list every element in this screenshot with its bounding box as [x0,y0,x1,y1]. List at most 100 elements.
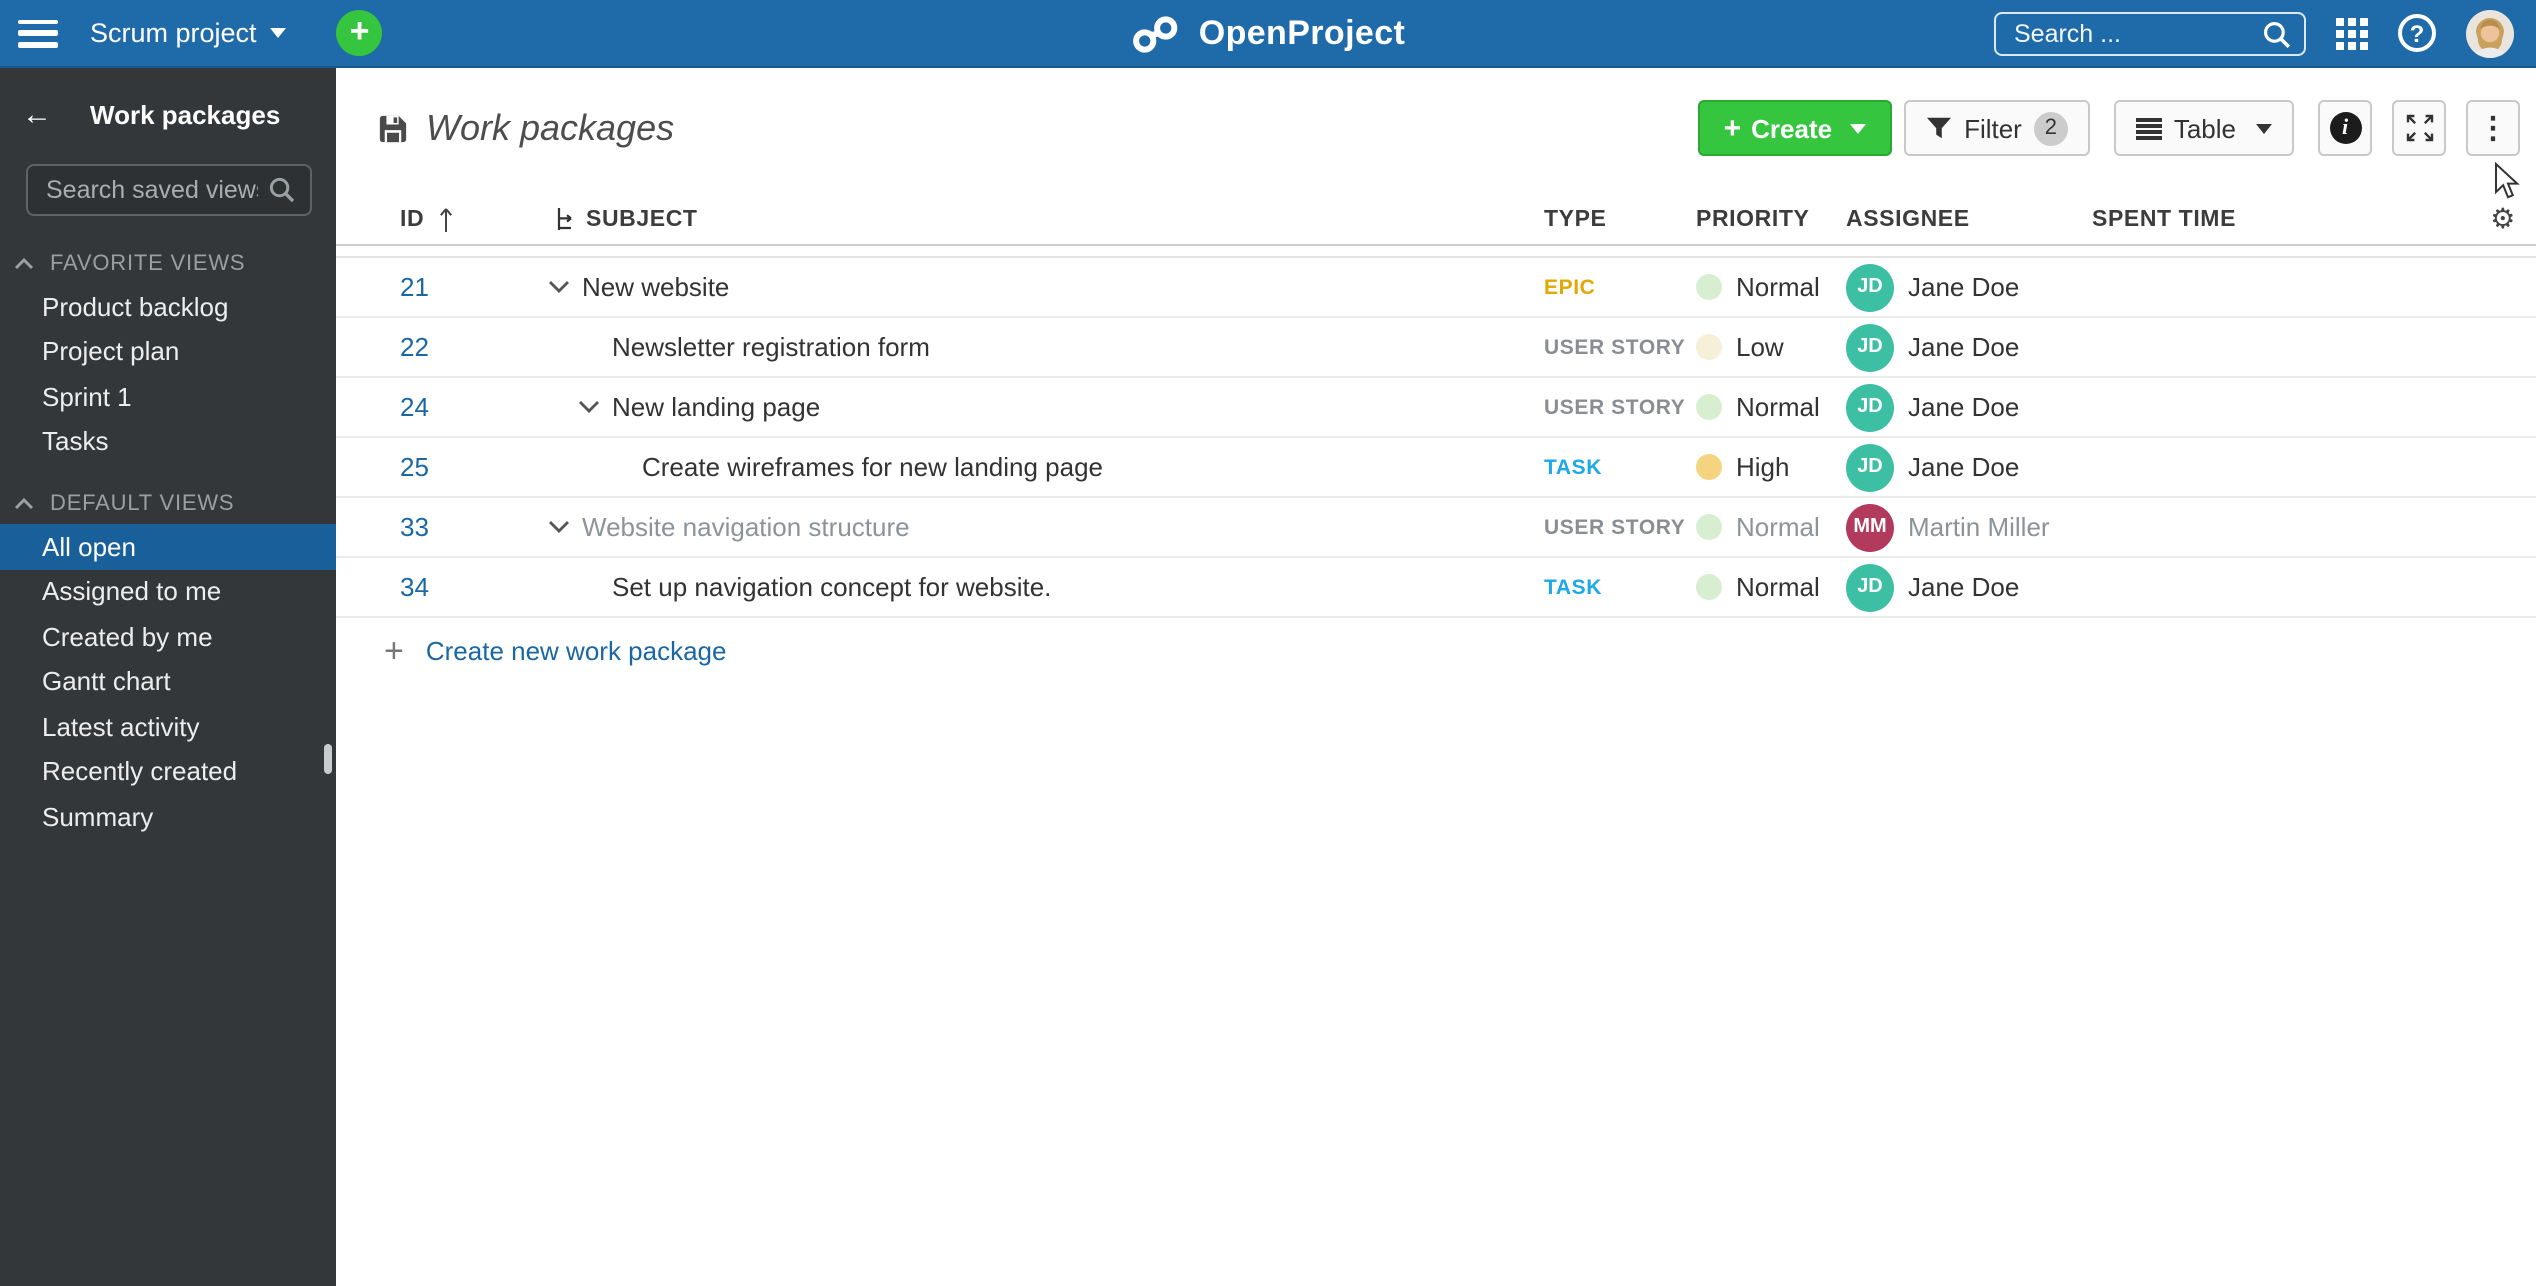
wp-assignee-name[interactable]: Jane Doe [1908,572,2020,602]
global-search[interactable] [1994,11,2306,55]
table-header-row: ID SUBJECT TYPE PRIORITY ASSIGNEE SPENT … [336,194,2536,246]
wp-id-link[interactable]: 25 [400,452,429,482]
info-button[interactable]: i [2318,100,2372,156]
wp-id-link[interactable]: 34 [400,572,429,602]
hamburger-menu-icon[interactable] [18,19,58,47]
wp-id-link[interactable]: 21 [400,272,429,302]
assignee-avatar: MM [1846,503,1894,551]
sidebar-section-items: Product backlog Project plan Sprint 1 Ta… [0,284,336,464]
save-icon[interactable] [378,113,408,143]
toolbar: Work packages + Create Filter 2 [378,94,2520,162]
sidebar-item-label: Product backlog [42,291,229,322]
column-header-spent-time[interactable]: SPENT TIME [2092,207,2237,231]
table-row[interactable]: 22 Newsletter registration form USER STO… [336,318,2536,378]
wp-assignee-name[interactable]: Jane Doe [1908,392,2020,422]
wp-assignee-name[interactable]: Martin Miller [1908,512,2050,542]
sidebar-item[interactable]: Sprint 1 [0,374,336,419]
wp-assignee-name[interactable]: Jane Doe [1908,272,2020,302]
sidebar-item[interactable]: Product backlog [0,284,336,329]
hierarchy-icon[interactable] [556,207,574,231]
table-row[interactable]: 34 Set up navigation concept for website… [336,558,2536,618]
wp-priority-label: Normal [1736,512,1820,542]
user-avatar[interactable] [2466,9,2514,57]
create-work-package-link[interactable]: Create new work package [425,636,727,666]
table-row[interactable]: 33 Website navigation structure USER STO… [336,498,2536,558]
sidebar-nav: FAVORITE VIEWS Product backlog Project p… [0,244,336,839]
openproject-logo-icon [1133,15,1178,52]
page-title-text: Work packages [426,107,675,147]
table-row[interactable]: 21 New website EPIC Normal JD Jane Doe [336,258,2536,318]
wp-priority-label: High [1736,452,1790,482]
global-add-button[interactable]: + [336,10,383,56]
expand-arrows-icon [2405,114,2433,142]
wp-assignee-name[interactable]: Jane Doe [1908,452,2020,482]
assignee-avatar: JD [1846,383,1894,431]
user-avatar-photo [2466,9,2514,57]
sort-ascending-icon [440,207,453,231]
chevron-down-icon [270,28,287,38]
info-icon: i [2329,112,2361,144]
app-logo[interactable]: OpenProject [1131,0,1406,68]
sidebar-section-label: DEFAULT VIEWS [50,492,235,516]
search-icon[interactable] [2262,19,2292,49]
sidebar-item[interactable]: Summary [0,794,336,839]
sidebar-item[interactable]: Recently created [0,749,336,794]
column-header-id[interactable]: ID [336,205,536,233]
more-options-button[interactable]: ⋮ [2466,100,2520,156]
main-content: Work packages + Create Filter 2 [336,68,2536,1286]
column-header-assignee[interactable]: ASSIGNEE [1846,207,1970,231]
table-settings-gear-icon[interactable]: ⚙ [2490,202,2516,234]
wp-priority-label: Normal [1736,572,1820,602]
sidebar-item[interactable]: All open [0,524,336,569]
wp-id-link[interactable]: 22 [400,332,429,362]
sidebar-item-label: Assigned to me [42,576,222,607]
table-row[interactable]: 24 New landing page USER STORY Normal JD… [336,378,2536,438]
chevron-up-icon [14,498,34,510]
chevron-down-icon[interactable] [548,280,570,294]
wp-priority-label: Normal [1736,392,1820,422]
priority-dot [1696,514,1722,540]
wp-subject: Website navigation structure [582,512,910,542]
sidebar-section-items: All open Assigned to me Created by me Ga… [0,524,336,839]
wp-type-label: USER STORY [1544,335,1686,359]
global-search-input[interactable] [1996,13,2304,53]
filter-button[interactable]: Filter 2 [1904,100,2090,156]
wp-id-link[interactable]: 24 [400,392,429,422]
sidebar-section-header[interactable]: DEFAULT VIEWS [0,484,336,524]
table-row[interactable]: 25 Create wireframes for new landing pag… [336,438,2536,498]
sidebar-item[interactable]: Latest activity [0,704,336,749]
create-work-package-row[interactable]: + Create new work package [384,634,2536,668]
back-arrow-icon[interactable]: ← [22,97,52,131]
help-icon[interactable]: ? [2398,14,2436,52]
sidebar-item[interactable]: Gantt chart [0,659,336,704]
column-header-type[interactable]: TYPE [1544,207,1607,231]
sidebar-item[interactable]: Assigned to me [0,569,336,614]
column-header-subject[interactable]: SUBJECT [536,207,1544,231]
column-header-priority[interactable]: PRIORITY [1696,207,1810,231]
plus-icon: + [384,632,404,670]
wp-type-label: USER STORY [1544,515,1686,539]
chevron-down-icon[interactable] [548,520,570,534]
sidebar-item-label: Summary [42,801,154,832]
sidebar-section-header[interactable]: FAVORITE VIEWS [0,244,336,284]
sidebar-item[interactable]: Tasks [0,419,336,464]
sidebar-item[interactable]: Project plan [0,329,336,374]
view-mode-button[interactable]: Table [2113,100,2294,156]
wp-assignee-name[interactable]: Jane Doe [1908,332,2020,362]
sidebar-title: Work packages [90,99,281,129]
kebab-menu-icon: ⋮ [2478,111,2508,145]
project-selector[interactable]: Scrum project [90,18,287,48]
chevron-down-icon[interactable] [578,400,600,414]
create-button[interactable]: + Create [1697,100,1893,156]
view-mode-label: Table [2173,113,2236,143]
create-button-label: Create [1751,113,1833,143]
fullscreen-button[interactable] [2392,100,2446,156]
wp-id-link[interactable]: 33 [400,512,429,542]
sidebar-item[interactable]: Created by me [0,614,336,659]
modules-grid-icon[interactable] [2336,17,2368,49]
wp-priority-label: Low [1736,332,1784,362]
wp-type-label: EPIC [1544,275,1596,299]
sidebar-scrollbar[interactable] [324,744,332,774]
saved-views-search-input[interactable] [26,164,312,216]
